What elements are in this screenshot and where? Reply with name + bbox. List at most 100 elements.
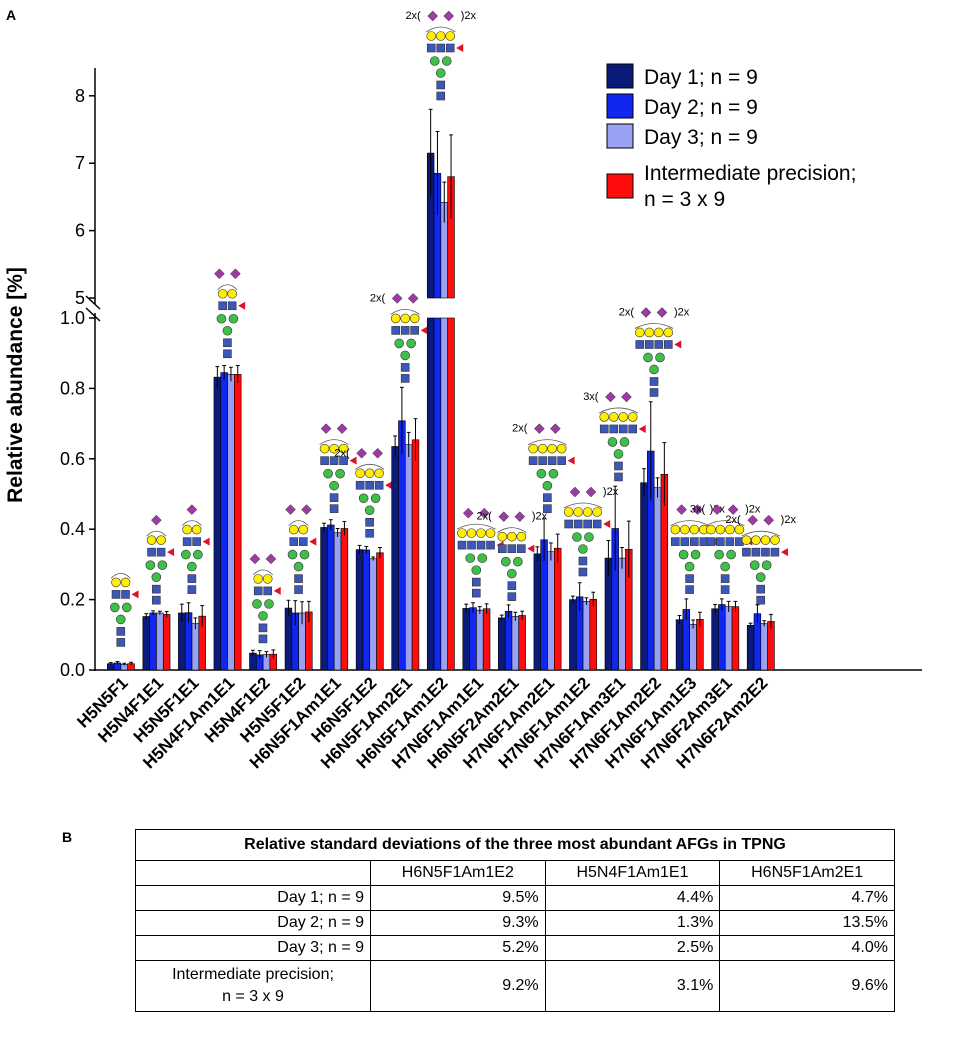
glcnac-symbol	[374, 480, 384, 490]
sialic-acid-symbol	[605, 391, 616, 403]
antenna-bracket	[497, 527, 527, 533]
legend-label-ip-line2: n = 3 x 9	[644, 188, 725, 211]
mannose-symbol	[649, 364, 659, 375]
bar-day1-H7N6F1Am1E3	[675, 619, 684, 671]
glycan-structure: 3x()2x	[690, 504, 761, 594]
mannose-symbol	[755, 572, 766, 582]
table-cell: 4.7%	[719, 885, 895, 911]
legend-label-ip-line1: Intermediate precision;	[644, 162, 856, 185]
sialic-acid-symbol	[372, 447, 383, 459]
glycan-structure	[109, 573, 139, 647]
axis-break-mark	[85, 307, 101, 322]
glcnac-symbol	[410, 326, 419, 335]
mannose-symbol	[684, 561, 695, 572]
mannose-symbol	[193, 549, 203, 560]
table-cell: 2.5%	[544, 935, 721, 961]
galactose-symbol	[547, 443, 557, 454]
glcnac-symbol	[298, 537, 308, 546]
glycan-structure: 3x(	[583, 391, 646, 482]
fucose-symbol	[603, 520, 611, 528]
bar-day1-H7N6F1Am1E1	[462, 608, 470, 671]
bar-day3-H6N5F1Am1E1	[333, 532, 342, 671]
mannose-symbol	[181, 549, 191, 560]
glcnac-symbol	[156, 547, 166, 557]
glcnac-symbol	[187, 585, 197, 594]
mannose-symbol	[406, 338, 416, 349]
mannose-symbol	[761, 560, 772, 570]
glcnac-symbol	[365, 528, 374, 538]
galactose-symbol	[390, 313, 401, 324]
galactose-symbol	[715, 524, 726, 535]
bar-ip-H7N6F2Am3E1	[731, 606, 740, 671]
glcnac-symbol	[116, 627, 126, 636]
galactose-symbol	[680, 524, 690, 535]
sialic-acid-symbol	[285, 504, 296, 515]
galactose-symbol	[634, 327, 645, 338]
glcnac-symbol	[671, 537, 680, 546]
antenna-bracket	[354, 463, 385, 470]
table-row: Day 1; n = 9 9.5% 4.4% 4.7%	[135, 885, 895, 911]
galactose-symbol	[298, 524, 309, 535]
table-cell: 4.4%	[544, 885, 721, 911]
bar-day1-H6N5F2Am2E1	[498, 617, 506, 671]
sialic-acid-symbol	[391, 293, 403, 304]
mannose-symbol	[578, 544, 588, 554]
glcnac-symbol	[583, 519, 592, 529]
sialic-acid-symbol	[534, 423, 545, 434]
fucose-symbol	[674, 340, 682, 349]
galactose-symbol	[528, 443, 538, 454]
mannose-symbol	[572, 532, 582, 542]
antenna-bracket	[146, 530, 167, 537]
glcnac-symbol	[706, 537, 716, 546]
glcnac-symbol	[663, 340, 673, 349]
bar-ip-H6N5F2Am2E1	[518, 615, 526, 671]
glycan-multiplier-label: 2x(	[512, 423, 528, 435]
sialic-acid-symbol	[763, 514, 775, 526]
galactose-symbol	[663, 327, 674, 338]
glycan-structure	[285, 504, 317, 594]
galactose-symbol	[435, 31, 446, 41]
panel-b-label: B	[62, 829, 72, 845]
mannose-symbol	[690, 549, 701, 560]
bar-day2-H7N6F1Am1E1	[469, 607, 477, 671]
mannose-symbol	[441, 56, 452, 66]
bar-day1-H6N5F1E2	[355, 549, 364, 671]
galactose-symbol	[409, 313, 420, 324]
glcnac-symbol	[557, 456, 566, 465]
bar-ip-H5N4F1E1	[162, 614, 171, 671]
mannose-symbol	[329, 480, 339, 491]
mannose-symbol	[187, 561, 197, 572]
bar-day1-H5N4F1E1	[142, 616, 150, 671]
glcnac-symbol	[320, 456, 329, 465]
sialic-acid-symbol	[498, 511, 510, 522]
galactose-symbol	[592, 507, 602, 517]
y-tick-label: 5	[75, 288, 85, 308]
rsd-table: Relative standard deviations of the thre…	[135, 829, 895, 1012]
antenna-bracket	[110, 573, 131, 579]
bar-day2-H6N5F1Am1E1	[327, 524, 335, 671]
bar-day3-H7N6F2Am2E2	[760, 623, 768, 671]
bar-day2-H6N5F2Am2E1	[504, 610, 513, 671]
sialic-acid-symbol	[550, 423, 561, 434]
axis-break-mark	[85, 295, 101, 310]
fucose-symbol	[131, 590, 139, 599]
sialic-acid-symbol	[150, 514, 162, 526]
antenna-bracket	[741, 530, 781, 537]
glcnac-symbol	[436, 80, 446, 90]
glycan-structure: )2x	[563, 486, 619, 577]
fucose-symbol	[780, 548, 788, 557]
galactose-symbol	[516, 531, 527, 542]
bar-day3-H6N5F1Am1E2-lower	[440, 317, 448, 671]
galactose-symbol	[618, 412, 629, 422]
mannose-symbol	[157, 560, 168, 570]
glcnac-symbol	[528, 456, 538, 465]
sialic-acid-symbol	[186, 504, 198, 515]
glcnac-symbol	[573, 519, 583, 529]
glcnac-symbol	[578, 556, 588, 566]
bar-day2-H6N5F1Am1E2-lower	[433, 317, 442, 671]
galactose-symbol	[670, 524, 681, 535]
galactose-symbol	[253, 574, 264, 584]
bar-ip-H7N6F1Am2E1	[553, 547, 562, 671]
table-col-header: H6N5F1Am2E1	[719, 860, 895, 886]
glcnac-symbol	[761, 547, 770, 557]
